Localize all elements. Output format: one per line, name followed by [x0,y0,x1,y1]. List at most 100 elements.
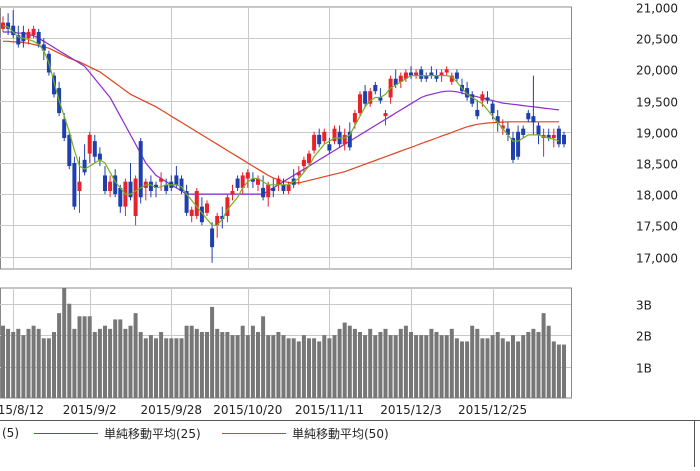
volume-bar [261,316,266,398]
candle [414,69,419,79]
candle [261,175,266,201]
volume-bar [383,328,388,398]
volume-bar [490,335,495,398]
legend-ma25-swatch [34,432,98,434]
volume-bar [113,319,118,398]
volume-bar [286,338,291,398]
candle [358,91,362,117]
candle-body [113,175,118,195]
candle-body [174,175,179,185]
candle [409,66,413,79]
legend-ma50-swatch [222,432,286,434]
candle-body [414,72,419,76]
candle-body [312,134,317,151]
x-tick-label: 2015/9/28 [141,403,203,417]
candle-body [322,131,327,142]
candle [342,128,347,151]
candle [465,81,470,101]
volume-bar [536,332,541,398]
candle-body [444,69,449,73]
candle-body [521,128,526,135]
volume-bar [368,328,373,398]
candle-body [199,206,204,223]
candle [245,169,250,188]
candle-body [245,172,250,179]
candle-body [103,175,107,192]
volume-bar [1,325,5,398]
price-tick-label: 19,000 [636,127,678,141]
candle-body [138,141,143,198]
candle [301,156,306,173]
volume-bar [220,332,225,398]
volume-bar [11,332,16,398]
candle-body [500,125,505,129]
candle [516,125,521,160]
volume-bar [230,335,235,398]
candle [179,175,184,195]
candle [159,172,164,192]
volume-bar [26,328,31,398]
legend-ma5-label: (5) [2,426,19,440]
candle [92,134,97,163]
volume-bar [205,332,209,398]
candle-body [531,116,536,123]
volume-bar [92,332,97,398]
volume-bar [541,313,546,398]
volume-bar [87,316,92,398]
volume-bar [41,338,46,398]
volume-bar [189,325,194,398]
legend-ma25-label: 単純移動平均(25) [104,426,201,441]
volume-bar [133,313,138,398]
candle [429,66,434,79]
volume-bar [526,332,531,398]
volume-bar [179,338,184,398]
legend-ma5: (5) [2,426,19,440]
volume-bar [347,325,352,398]
candle-body [97,153,102,160]
candle [87,131,92,163]
candle [322,128,327,145]
volume-bar [128,325,133,398]
candle-body [363,91,368,104]
candle [199,197,204,226]
candle [52,72,56,98]
x-tick-label: 2015/12/25 [458,403,527,417]
candle [286,181,291,195]
candle-body [205,203,209,213]
legend-ma50: 単純移動平均(50) [222,426,389,441]
candle-body [77,181,82,192]
volume-bar [363,335,368,398]
candle [526,109,531,123]
candle [154,181,158,198]
volume-bar [322,335,327,398]
volume-bar [271,335,276,398]
candle-body [194,191,199,216]
volume-bar [465,341,470,398]
volume-bar [475,328,480,398]
candle [398,72,403,89]
candle-body [368,91,373,104]
volume-bar [52,332,56,398]
candle-body [276,178,281,185]
candle-body [358,94,362,114]
candle-body [220,215,225,220]
candle-body [470,94,475,104]
volume-bar [169,338,174,398]
volume-bar [480,338,485,398]
candle [250,172,255,188]
candle [485,91,490,104]
volume-bar [409,332,413,398]
candle-body [409,72,413,76]
candle [133,175,138,226]
candle [164,178,169,195]
candle [449,72,454,85]
volume-bar [281,335,286,398]
price-tick-label: 20,000 [636,64,678,78]
candle-body [398,75,403,82]
x-axis: 2015/8/12 2015/9/2 2015/9/28 2015/10/20 2015… [0,403,700,467]
candle [546,128,551,142]
volume-tick-label: 3B [636,299,652,313]
legend: (5) 単純移動平均(25) 単純移動平均(50) [0,420,700,467]
candle-body [424,75,429,79]
